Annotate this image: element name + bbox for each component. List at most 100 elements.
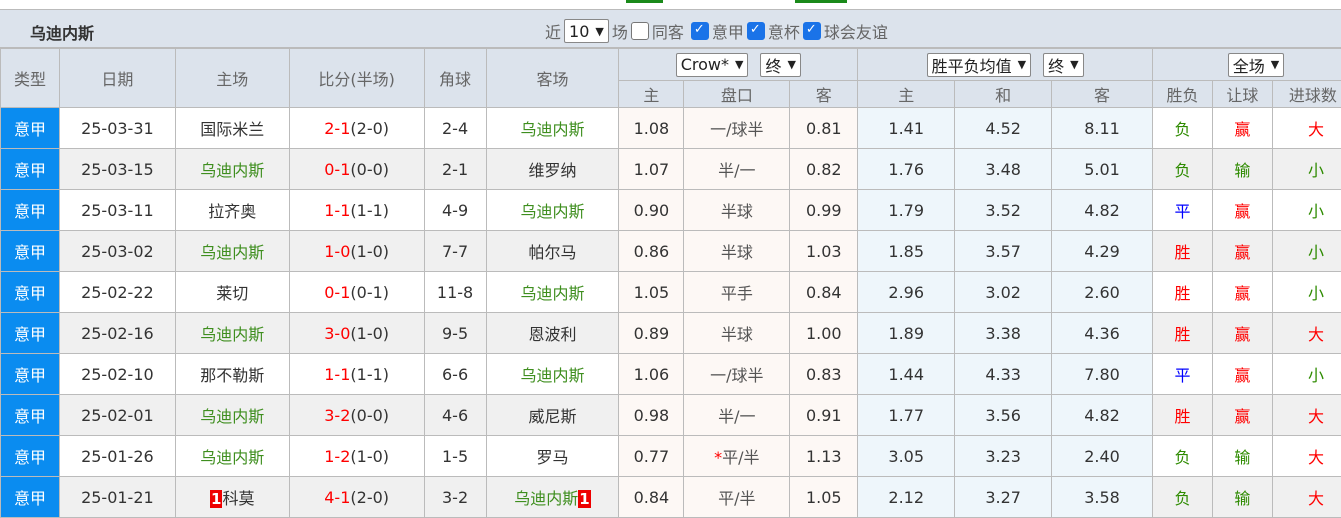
match-date: 25-01-21	[59, 477, 175, 518]
match-score[interactable]: 0-1(0-1)	[289, 272, 424, 313]
home-team[interactable]: 拉齐奥	[175, 190, 289, 231]
eu-home-odds: 1.79	[858, 190, 955, 231]
goals-result: 大	[1272, 477, 1341, 518]
eu-stage-select[interactable]: 终▼	[1043, 53, 1083, 77]
period-select[interactable]: 全场▼	[1228, 53, 1284, 77]
near-label: 近	[545, 19, 561, 43]
match-date: 25-03-31	[59, 108, 175, 149]
home-team[interactable]: 乌迪内斯	[175, 313, 289, 354]
col-ah-away: 客	[790, 81, 858, 108]
handicap-result: 赢	[1212, 354, 1272, 395]
match-score[interactable]: 1-2(1-0)	[289, 436, 424, 477]
team-name: 帕尔马	[528, 243, 576, 262]
league-label: 意甲	[712, 19, 744, 43]
half-score: (0-0)	[350, 406, 389, 425]
eu-away-odds: 4.36	[1052, 313, 1153, 354]
league-checkbox-friendly[interactable]	[803, 22, 821, 40]
home-team[interactable]: 莱切	[175, 272, 289, 313]
eu-home-odds: 1.41	[858, 108, 955, 149]
table-row[interactable]: 意甲 25-02-22 莱切 0-1(0-1) 11-8 乌迪内斯 1.05 平…	[1, 272, 1341, 313]
ah-stage-select[interactable]: 终▼	[760, 53, 800, 77]
away-team[interactable]: 乌迪内斯	[486, 354, 619, 395]
away-team[interactable]: 威尼斯	[486, 395, 619, 436]
eu-draw-odds: 3.52	[955, 190, 1052, 231]
wdl-result: 平	[1153, 190, 1213, 231]
corner-score: 3-2	[424, 477, 486, 518]
eu-home-odds: 2.96	[858, 272, 955, 313]
ah-home-odds: 0.89	[619, 313, 684, 354]
home-team[interactable]: 乌迪内斯	[175, 149, 289, 190]
away-team[interactable]: 乌迪内斯	[486, 108, 619, 149]
away-team[interactable]: 维罗纳	[486, 149, 619, 190]
col-handicap: 让球	[1212, 81, 1272, 108]
table-row[interactable]: 意甲 25-01-26 乌迪内斯 1-2(1-0) 1-5 罗马 0.77 *平…	[1, 436, 1341, 477]
table-row[interactable]: 意甲 25-02-01 乌迪内斯 3-2(0-0) 4-6 威尼斯 0.98 半…	[1, 395, 1341, 436]
goals-result: 大	[1272, 313, 1341, 354]
col-score: 比分(半场)	[289, 49, 424, 108]
half-score: (1-0)	[350, 242, 389, 261]
home-team[interactable]: 乌迪内斯	[175, 231, 289, 272]
match-score[interactable]: 2-1(2-0)	[289, 108, 424, 149]
match-count-select[interactable]: 10▼	[564, 19, 609, 43]
chevron-down-icon: ▼	[787, 58, 795, 71]
match-type[interactable]: 意甲	[1, 395, 60, 436]
match-score[interactable]: 3-2(0-0)	[289, 395, 424, 436]
match-score[interactable]: 3-0(1-0)	[289, 313, 424, 354]
match-type[interactable]: 意甲	[1, 149, 60, 190]
away-team[interactable]: 恩波利	[486, 313, 619, 354]
home-team[interactable]: 乌迪内斯	[175, 395, 289, 436]
ah-company-select[interactable]: Crow*▼	[676, 53, 749, 77]
eu-draw-odds: 3.38	[955, 313, 1052, 354]
match-score[interactable]: 0-1(0-0)	[289, 149, 424, 190]
table-row[interactable]: 意甲 25-03-31 国际米兰 2-1(2-0) 2-4 乌迪内斯 1.08 …	[1, 108, 1341, 149]
table-row[interactable]: 意甲 25-03-11 拉齐奥 1-1(1-1) 4-9 乌迪内斯 0.90 半…	[1, 190, 1341, 231]
full-score: 2-1	[324, 119, 350, 138]
home-team[interactable]: 乌迪内斯	[175, 436, 289, 477]
match-type[interactable]: 意甲	[1, 477, 60, 518]
away-team[interactable]: 乌迪内斯1	[486, 477, 619, 518]
ah-away-odds: 0.82	[790, 149, 858, 190]
goals-result: 小	[1272, 190, 1341, 231]
home-team[interactable]: 1科莫	[175, 477, 289, 518]
table-row[interactable]: 意甲 25-02-16 乌迪内斯 3-0(1-0) 9-5 恩波利 0.89 半…	[1, 313, 1341, 354]
match-score[interactable]: 4-1(2-0)	[289, 477, 424, 518]
away-team[interactable]: 帕尔马	[486, 231, 619, 272]
home-team[interactable]: 国际米兰	[175, 108, 289, 149]
ah-company-value: Crow*	[681, 55, 729, 74]
full-score: 0-1	[324, 283, 350, 302]
home-team[interactable]: 那不勒斯	[175, 354, 289, 395]
match-score[interactable]: 1-1(1-1)	[289, 354, 424, 395]
ah-line: 平手	[684, 272, 790, 313]
match-type[interactable]: 意甲	[1, 190, 60, 231]
away-team[interactable]: 乌迪内斯	[486, 190, 619, 231]
match-type[interactable]: 意甲	[1, 231, 60, 272]
match-score[interactable]: 1-1(1-1)	[289, 190, 424, 231]
team-name: 乌迪内斯	[520, 366, 584, 385]
away-team[interactable]: 罗马	[486, 436, 619, 477]
league-checkbox-coppa[interactable]	[747, 22, 765, 40]
table-row[interactable]: 意甲 25-03-02 乌迪内斯 1-0(1-0) 7-7 帕尔马 0.86 半…	[1, 231, 1341, 272]
match-type[interactable]: 意甲	[1, 108, 60, 149]
handicap-result: 赢	[1212, 272, 1272, 313]
match-type[interactable]: 意甲	[1, 272, 60, 313]
table-row[interactable]: 意甲 25-01-21 1科莫 4-1(2-0) 3-2 乌迪内斯1 0.84 …	[1, 477, 1341, 518]
same-away-checkbox[interactable]	[631, 22, 649, 40]
match-score[interactable]: 1-0(1-0)	[289, 231, 424, 272]
table-row[interactable]: 意甲 25-03-15 乌迪内斯 0-1(0-0) 2-1 维罗纳 1.07 半…	[1, 149, 1341, 190]
ah-home-odds: 1.07	[619, 149, 684, 190]
goals-result: 小	[1272, 354, 1341, 395]
wdl-result: 负	[1153, 108, 1213, 149]
match-type[interactable]: 意甲	[1, 436, 60, 477]
chevron-down-icon: ▼	[595, 25, 603, 38]
table-row[interactable]: 意甲 25-02-10 那不勒斯 1-1(1-1) 6-6 乌迪内斯 1.06 …	[1, 354, 1341, 395]
league-checkbox-serie-a[interactable]	[691, 22, 709, 40]
team-name: 乌迪内斯	[520, 284, 584, 303]
eu-company-value: 胜平负均值	[932, 53, 1012, 77]
eu-company-select[interactable]: 胜平负均值▼	[927, 53, 1031, 77]
match-type[interactable]: 意甲	[1, 313, 60, 354]
filters: 近 10▼ 场 同客 意甲 意杯 球会友谊	[545, 19, 888, 43]
away-team[interactable]: 乌迪内斯	[486, 272, 619, 313]
team-name: 威尼斯	[528, 407, 576, 426]
match-type[interactable]: 意甲	[1, 354, 60, 395]
team-name: 乌迪内斯	[200, 407, 264, 426]
